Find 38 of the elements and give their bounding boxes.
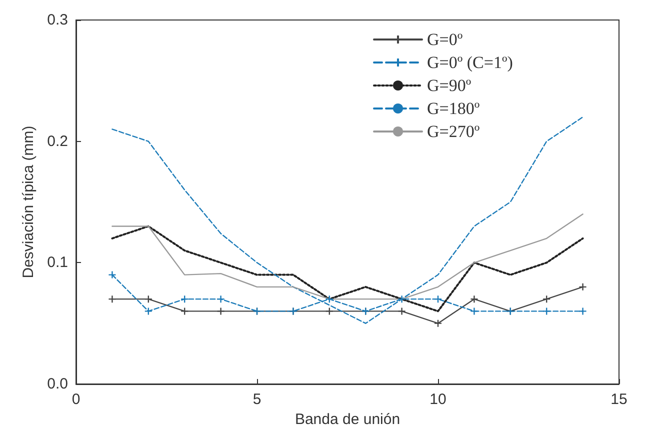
x-tick-label: 15 <box>610 391 628 408</box>
point <box>398 307 406 316</box>
legend-label: G=180º <box>427 99 480 118</box>
line-series <box>112 214 584 300</box>
y-tick-label: 0.0 <box>47 376 68 392</box>
point <box>542 307 551 316</box>
point <box>578 282 587 292</box>
point <box>470 294 478 304</box>
point <box>325 294 334 304</box>
x-tick-label: 10 <box>430 391 446 408</box>
point <box>434 294 442 304</box>
point <box>108 294 116 304</box>
point <box>216 307 225 316</box>
y-tick-label: 0.2 <box>47 132 68 150</box>
x-tick-label: 5 <box>252 391 262 408</box>
point <box>144 294 152 304</box>
legend-label: G=90º <box>427 76 472 95</box>
legend-label: G=0º <box>427 30 463 49</box>
line-series <box>112 116 584 324</box>
point <box>578 307 587 316</box>
point <box>325 307 334 316</box>
point <box>398 294 406 304</box>
point <box>216 294 225 304</box>
point <box>470 307 478 316</box>
point <box>144 307 152 316</box>
legend-label: G=270º <box>427 122 480 141</box>
line-series <box>111 225 584 312</box>
point <box>108 270 116 279</box>
point <box>542 294 551 304</box>
legend-label: G=0º (C=1º) <box>427 53 513 72</box>
point <box>180 307 189 316</box>
x-axis-title: Banda de unión <box>294 410 400 428</box>
point <box>434 319 442 328</box>
point <box>180 294 189 304</box>
y-axis-title: Desviación típica (mm) <box>20 126 37 278</box>
y-tick-label: 0.1 <box>47 254 68 272</box>
y-tick-label: 0.3 <box>47 12 68 28</box>
x-tick-label: 0 <box>72 391 80 408</box>
